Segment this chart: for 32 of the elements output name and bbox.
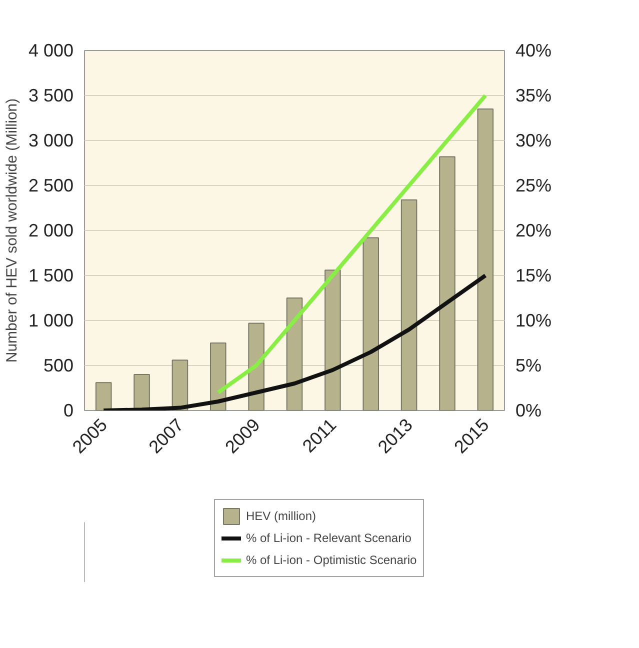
y2-tick-label: 40%	[516, 40, 552, 60]
y2-tick-label: 20%	[516, 220, 552, 240]
y-tick-label: 2 500	[28, 176, 74, 196]
legend-label: % of Li-ion - Optimistic Scenario	[246, 553, 417, 567]
legend-label: % of Li-ion - Relevant Scenario	[246, 531, 412, 545]
y-tick-label: 2 000	[28, 220, 74, 240]
y2-tick-label: 0%	[516, 400, 542, 420]
y-tick-label: 500	[43, 356, 74, 376]
line-series	[102, 274, 488, 410]
line-series	[216, 94, 488, 394]
legend-label: HEV (million)	[246, 509, 316, 523]
y-tick-label: 0	[63, 400, 74, 420]
bar	[362, 237, 379, 410]
y-axis-title: Number of HEV sold worldwide (Million)	[3, 98, 20, 363]
bar	[95, 382, 112, 410]
bar	[439, 156, 456, 410]
y-tick-label: 4 000	[28, 40, 74, 60]
bar	[210, 342, 226, 410]
y-tick-label: 1 000	[28, 310, 74, 330]
bar	[477, 108, 494, 410]
y2-tick-label: 10%	[516, 310, 552, 330]
y-tick-label: 3 500	[28, 86, 74, 106]
y2-tick-label: 30%	[516, 130, 552, 150]
y-tick-label: 1 500	[28, 266, 74, 286]
bar	[400, 199, 418, 410]
y2-tick-label: 5%	[516, 356, 542, 376]
bar	[172, 360, 188, 410]
bar	[324, 270, 341, 410]
y2-tick-label: 15%	[516, 266, 552, 286]
y-tick-label: 3 000	[28, 130, 74, 150]
y2-tick-label: 35%	[516, 86, 552, 106]
y2-tick-label: 25%	[516, 176, 552, 196]
